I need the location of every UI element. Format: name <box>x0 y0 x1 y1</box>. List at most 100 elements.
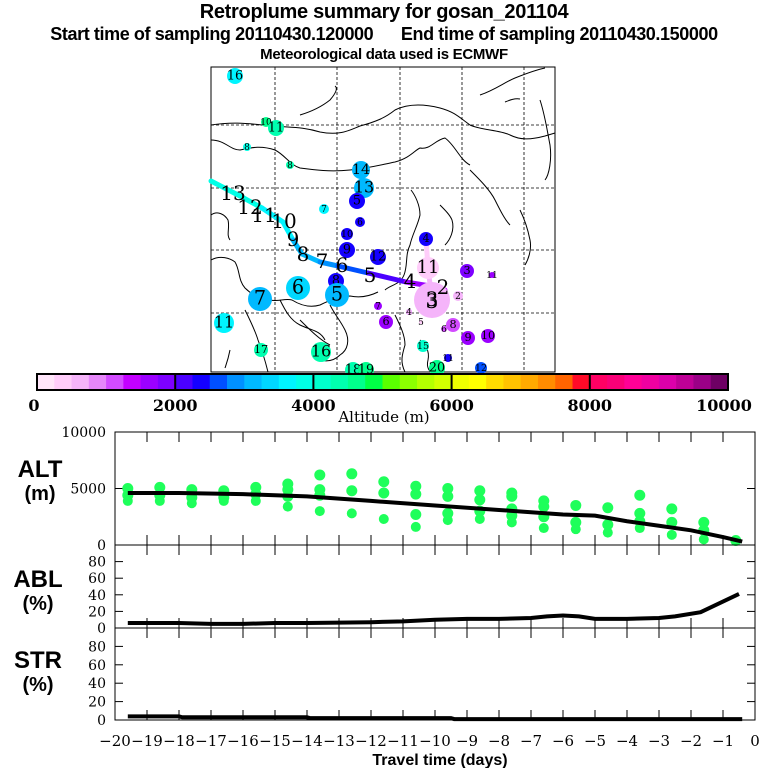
colorbar-swatch <box>710 374 729 390</box>
alt-point <box>602 527 613 538</box>
alt-point <box>186 498 197 509</box>
x-tick-label: −1 <box>712 732 734 750</box>
y-tick-label: 0 <box>97 621 106 637</box>
colorbar-swatch <box>140 374 159 390</box>
cluster-label: 10 <box>260 118 272 128</box>
colorbar-swatch <box>71 374 90 390</box>
x-tick-label: −20 <box>99 732 131 750</box>
cluster-marker <box>354 178 374 198</box>
panel-frame <box>114 544 756 629</box>
cluster-label: 11 <box>486 271 497 281</box>
alt-point <box>602 502 614 514</box>
cluster-label: 8 <box>287 161 293 171</box>
alt-point <box>314 506 325 517</box>
cluster-marker <box>254 343 268 357</box>
cluster-label: 2 <box>455 292 461 302</box>
alt-point <box>474 485 486 497</box>
trajectory-segment <box>280 219 296 243</box>
cluster-marker <box>227 68 243 84</box>
colorbar-swatch <box>520 374 539 390</box>
str-panel-label: STR <box>14 647 62 674</box>
x-tick-label: −18 <box>163 732 195 750</box>
alt-point <box>666 503 678 515</box>
y-tick-label: 10000 <box>61 425 106 441</box>
cluster-marker <box>441 326 447 332</box>
alt-point <box>442 483 454 494</box>
alt-point <box>378 514 389 525</box>
colorbar-swatch <box>296 374 314 390</box>
alt-point <box>634 523 645 534</box>
colorbar-swatch <box>123 374 142 390</box>
cluster-map: 1610118814135761091285671117161819467411… <box>208 66 556 378</box>
cluster-marker <box>374 302 382 310</box>
alt-point <box>570 524 581 535</box>
x-tick-label: −9 <box>456 732 478 750</box>
cluster-marker <box>417 340 429 352</box>
colorbar-swatch <box>486 374 504 390</box>
cluster-marker <box>355 217 365 227</box>
colorbar-swatch <box>537 374 556 390</box>
alt-point <box>634 507 646 519</box>
colorbar-swatch <box>227 374 245 390</box>
trajectory-day-label: 4 <box>404 269 417 293</box>
cluster-label: 16 <box>227 69 243 84</box>
trajectory-segment <box>365 270 409 285</box>
alt-point <box>442 515 453 526</box>
alt-point <box>666 516 678 528</box>
colorbar-swatch <box>399 374 418 390</box>
colorbar-swatch <box>37 374 55 390</box>
colorbar-tick-label: 8000 <box>568 396 613 415</box>
colorbar-swatch <box>278 374 297 390</box>
cluster-label: 6 <box>382 315 389 328</box>
cluster-label: 12 <box>370 250 386 265</box>
cluster-marker <box>339 242 355 258</box>
alt-point <box>282 501 293 512</box>
cluster-marker <box>370 249 386 265</box>
x-tick-label: 0 <box>750 732 760 750</box>
cluster-marker <box>352 161 370 179</box>
alt-point <box>602 519 614 531</box>
cluster-marker <box>406 309 412 315</box>
cluster-label: 15 <box>417 341 429 352</box>
colorbar-swatch <box>676 374 694 390</box>
cluster-marker <box>444 354 452 362</box>
alt-point <box>634 489 646 501</box>
cluster-label: 5 <box>418 318 424 328</box>
colorbar-frame <box>36 373 729 391</box>
alt-point <box>346 468 358 480</box>
trajectory-segment <box>237 193 265 211</box>
x-tick-label: −6 <box>552 732 574 750</box>
trajectory-segment <box>259 205 286 225</box>
colorbar-swatch <box>693 374 712 390</box>
alt-panel-label: ALT <box>18 456 63 483</box>
cluster-label: 14 <box>352 162 370 178</box>
cluster-label: 3 <box>463 264 470 277</box>
alt-point <box>154 495 165 506</box>
abl-panel-label: ABL <box>13 566 62 593</box>
x-axis-label: Travel time (days) <box>372 752 507 768</box>
cluster-label: 5 <box>353 194 361 209</box>
alt-point <box>122 495 133 506</box>
alt-point <box>218 495 229 506</box>
cluster-marker <box>460 264 474 278</box>
colorbar-swatch <box>244 374 263 390</box>
cluster-marker <box>349 193 365 209</box>
cluster-label: 7 <box>375 302 381 312</box>
alt-point <box>506 490 518 502</box>
abl-line <box>127 592 740 626</box>
colorbar-swatch <box>175 374 193 390</box>
colorbar-swatch <box>503 374 522 390</box>
x-tick-label: −16 <box>227 732 259 750</box>
trajectory-day-label: 11 <box>251 203 276 227</box>
x-tick-label: −3 <box>648 732 670 750</box>
cluster-label: 9 <box>464 331 471 344</box>
alt-panel: 10000 5000 0 <box>61 425 756 554</box>
alt-point <box>346 508 357 519</box>
alt-point <box>698 534 709 545</box>
x-tick-label: −11 <box>387 732 419 750</box>
cluster-label: 4 <box>422 232 429 245</box>
cluster-marker <box>453 291 463 301</box>
cluster-label: 6 <box>292 275 304 298</box>
alt-point <box>474 514 485 525</box>
